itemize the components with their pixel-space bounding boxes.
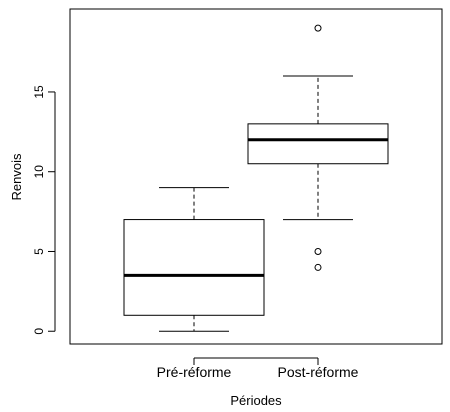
y-tick-label: 10 <box>32 165 46 179</box>
y-tick-label: 15 <box>32 85 46 99</box>
y-axis-title: Renvois <box>9 153 24 200</box>
outlier-point <box>314 24 322 32</box>
outlier-point <box>314 247 322 255</box>
plot-area-frame <box>69 8 443 345</box>
x-tick-label: Post-réforme <box>278 364 359 380</box>
interquartile-box <box>123 219 265 316</box>
boxes-layer <box>123 24 389 332</box>
interquartile-box <box>247 123 389 165</box>
y-tick-label: 0 <box>32 328 46 335</box>
y-axis: 0 5 10 15 <box>32 85 56 335</box>
x-axis: Pré-réforme Post-réforme <box>157 357 359 380</box>
x-tick-label: Pré-réforme <box>157 364 232 380</box>
box-1 <box>123 187 265 332</box>
x-axis-title: Périodes <box>230 393 282 408</box>
outlier-point <box>314 263 322 271</box>
box-2 <box>247 24 389 271</box>
y-tick-label: 5 <box>32 248 46 255</box>
